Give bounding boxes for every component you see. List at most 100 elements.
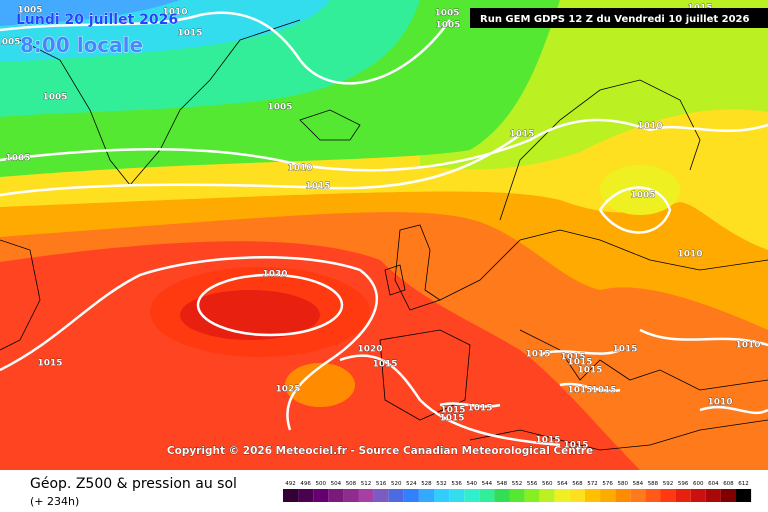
isobar-label: 1005 <box>5 154 30 164</box>
legend-label: 556 <box>527 481 538 487</box>
isobar-label: 1005 <box>630 191 655 201</box>
legend-label: 492 <box>285 481 296 487</box>
legend-swatch <box>403 489 419 502</box>
legend-label: 608 <box>723 481 734 487</box>
isobar-label: 1005 <box>17 6 42 16</box>
legend-swatch <box>313 489 329 502</box>
legend-label: 500 <box>316 481 327 487</box>
legend-swatch <box>434 489 450 502</box>
legend-swatch <box>494 489 510 502</box>
isobar-label: 1015 <box>567 386 592 396</box>
isobar-label: 1015 <box>577 366 602 376</box>
isobar-label: 1015 <box>535 436 560 446</box>
isobar-label: 1015 <box>567 358 592 368</box>
legend-label: 528 <box>421 481 432 487</box>
legend-swatch <box>479 489 495 502</box>
legend-swatch <box>283 489 299 502</box>
isobar-label: 1010 <box>637 122 662 132</box>
legend-swatch <box>600 489 616 502</box>
legend-label: 540 <box>467 481 478 487</box>
isobar-label: 1015 <box>305 182 330 192</box>
legend-label: 560 <box>542 481 553 487</box>
legend-swatch <box>449 489 465 502</box>
legend-label: 572 <box>587 481 598 487</box>
legend-swatch <box>464 489 480 502</box>
legend-swatch <box>524 489 540 502</box>
legend-label: 580 <box>618 481 629 487</box>
isobar-label: 1015 <box>563 441 588 451</box>
legend-label: 548 <box>497 481 508 487</box>
legend-swatch <box>298 489 314 502</box>
footer-lead: (+ 234h) <box>30 495 79 508</box>
isobar-label: 1005 <box>0 38 21 48</box>
isobar-label: 1015 <box>37 359 62 369</box>
isobar-label: 1010 <box>707 398 732 408</box>
forecast-date: Lundi 20 juillet 2026 <box>16 12 178 28</box>
legend-label: 504 <box>331 481 342 487</box>
legend-label: 576 <box>602 481 613 487</box>
legend-swatch <box>705 489 721 502</box>
copyright: Copyright © 2026 Meteociel.fr - Source C… <box>167 445 593 457</box>
legend-swatch <box>645 489 661 502</box>
legend-swatch <box>418 489 434 502</box>
legend-swatch <box>720 489 736 502</box>
legend-swatch <box>585 489 601 502</box>
isobar-label: 1005 <box>267 103 292 113</box>
isobar-label: 1015 <box>509 130 534 140</box>
legend-label: 596 <box>678 481 689 487</box>
legend-label: 552 <box>512 481 523 487</box>
isobar-label: 1010 <box>677 250 702 260</box>
legend-swatch <box>343 489 359 502</box>
legend-label: 612 <box>738 481 749 487</box>
legend-label: 508 <box>346 481 357 487</box>
isobar-label: 1015 <box>439 414 464 424</box>
legend-swatch <box>660 489 676 502</box>
legend-label: 516 <box>376 481 387 487</box>
legend-label: 532 <box>436 481 447 487</box>
legend-label: 592 <box>663 481 674 487</box>
legend-label: 604 <box>708 481 719 487</box>
legend-swatch <box>358 489 374 502</box>
isobar-label: 1015 <box>591 386 616 396</box>
isobar-label: 1020 <box>357 345 382 355</box>
isobar-label: 1005 <box>42 93 67 103</box>
legend-label: 568 <box>572 481 583 487</box>
footer-title: Géop. Z500 & pression au sol <box>30 476 237 492</box>
isobar-label: 1015 <box>525 350 550 360</box>
legend-swatch <box>690 489 706 502</box>
run-info: Run GEM GDPS 12 Z du Vendredi 10 juillet… <box>480 14 749 25</box>
legend-swatch <box>675 489 691 502</box>
isobar-label: 1015 <box>612 345 637 355</box>
legend-swatch <box>373 489 389 502</box>
isobar-label: 1005 <box>434 9 459 19</box>
legend-label: 512 <box>361 481 372 487</box>
legend-label: 600 <box>693 481 704 487</box>
isobar-labels: 1005 1010 1015 1005 1005 1005 1015 1005 1005 1005… <box>0 3 761 451</box>
isobar-label: 1015 <box>372 360 397 370</box>
legend-swatch <box>509 489 525 502</box>
isobar-label: 1025 <box>275 385 300 395</box>
legend-swatch <box>615 489 631 502</box>
coastlines <box>0 19 768 451</box>
legend-label: 520 <box>391 481 402 487</box>
legend-label: 584 <box>633 481 644 487</box>
isobar-label: 1010 <box>287 164 312 174</box>
color-legend: 492 496 500 504 508 512 516 520 524 528 532 536 540 5… <box>283 481 752 502</box>
forecast-time: 8:00 locale <box>20 33 143 57</box>
legend-label: 496 <box>300 481 311 487</box>
legend-swatch <box>539 489 555 502</box>
legend-swatch <box>554 489 570 502</box>
legend-label: 544 <box>482 481 493 487</box>
legend-swatch <box>569 489 585 502</box>
isobar-label: 1030 <box>262 270 287 280</box>
legend-label: 536 <box>451 481 462 487</box>
isobar-label: 1015 <box>560 353 585 363</box>
run-box <box>470 8 768 28</box>
isobar-label: 1015 <box>440 406 465 416</box>
isobars <box>0 11 768 447</box>
legend-swatch <box>328 489 344 502</box>
isobar-label: 1005 <box>435 21 460 31</box>
isobar-label: 1015 <box>177 29 202 39</box>
